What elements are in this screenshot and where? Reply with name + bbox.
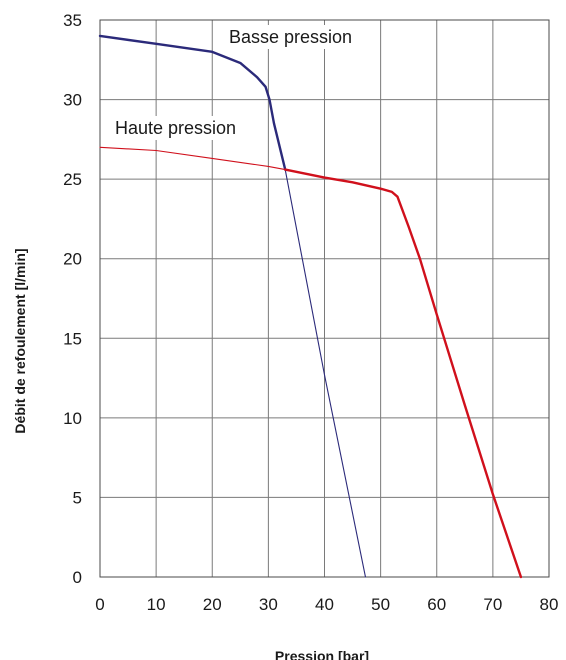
x-tick-label-0: 0	[95, 595, 104, 614]
x-tick-label-10: 10	[147, 595, 166, 614]
annotation-haute-background	[111, 116, 241, 140]
x-tick-label-70: 70	[483, 595, 502, 614]
annotation-basse-background	[225, 25, 357, 49]
grid	[99, 19, 550, 578]
y-tick-label-30: 30	[63, 91, 82, 110]
y-axis-title: Débit de refoulement [l/min]	[12, 248, 28, 433]
series-group	[98, 34, 523, 579]
x-tick-label-20: 20	[203, 595, 222, 614]
series-line-basse-thick	[98, 34, 287, 171]
x-axis-title: Pression [bar]	[275, 648, 369, 660]
y-tick-label-10: 10	[63, 409, 82, 428]
annotation-basse-pression: Basse pression	[229, 27, 352, 47]
x-tick-label-80: 80	[540, 595, 559, 614]
series-line-haute-thick	[284, 168, 523, 579]
series-line-haute-thin	[99, 146, 286, 171]
y-tick-label-25: 25	[63, 170, 82, 189]
x-tick-label-30: 30	[259, 595, 278, 614]
y-tick-label-20: 20	[63, 250, 82, 269]
y-tick-label-0: 0	[73, 568, 82, 587]
x-tick-label-60: 60	[427, 595, 446, 614]
plot-area-frame	[99, 19, 550, 578]
y-tick-label-5: 5	[73, 488, 82, 507]
x-tick-label-50: 50	[371, 595, 390, 614]
y-tick-labels: 0 5 10 15 20 25 30 35	[63, 11, 82, 587]
x-tick-labels: 0 10 20 30 40 50 60 70 80	[95, 595, 558, 614]
series-line-basse-thin	[284, 169, 367, 578]
annotation-haute-pression: Haute pression	[115, 118, 236, 138]
x-tick-label-40: 40	[315, 595, 334, 614]
y-tick-label-35: 35	[63, 11, 82, 30]
y-tick-label-15: 15	[63, 329, 82, 348]
